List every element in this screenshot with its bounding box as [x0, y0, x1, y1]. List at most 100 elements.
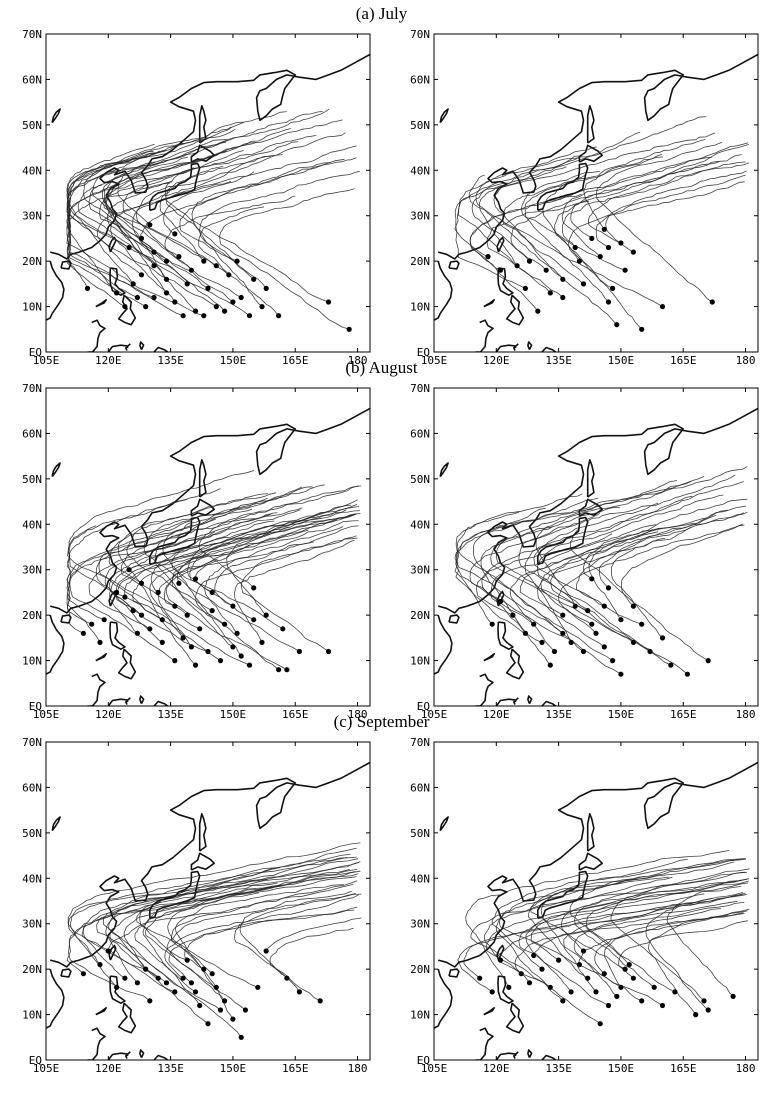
typhoon-track [107, 880, 358, 952]
typhoon-track [530, 878, 750, 961]
genesis-point [556, 957, 562, 963]
typhoon-track [165, 558, 288, 671]
genesis-point [589, 621, 595, 627]
typhoon-track [569, 527, 709, 661]
typhoon-track [143, 517, 300, 652]
genesis-point [246, 662, 253, 668]
genesis-point [580, 281, 587, 287]
coastline-10 [49, 614, 65, 668]
map-july-left: EQ 10N 20N 30N 40N 50N 60N 70N 105E 120E 135E 150E 1… [22, 28, 371, 367]
genesis-point [130, 281, 136, 287]
coastline-7 [505, 294, 525, 326]
genesis-point [263, 948, 269, 954]
lat-tick-label: 50N [22, 473, 42, 486]
lon-tick-label: 105E [33, 1062, 60, 1075]
typhoon-track [105, 869, 358, 984]
lat-tick-label: 20N [410, 609, 430, 622]
genesis-point [134, 294, 140, 301]
genesis-point [163, 980, 170, 986]
genesis-point [477, 975, 483, 981]
genesis-point [234, 258, 240, 264]
coastline-1 [537, 870, 589, 920]
coastline-10 [437, 968, 453, 1022]
lat-tick-label: 40N [22, 872, 42, 885]
lat-tick-label: 50N [410, 827, 430, 840]
lon-tick-label: 105E [33, 354, 60, 367]
coastline-15 [153, 1054, 169, 1060]
coastline-13 [125, 346, 129, 351]
genesis-point [201, 966, 207, 972]
coastline-2 [578, 852, 603, 871]
typhoon-track [189, 506, 360, 593]
map-frame [45, 33, 371, 353]
genesis-point [238, 1034, 244, 1040]
coastline-5 [60, 968, 72, 978]
genesis-point [580, 648, 587, 655]
genesis-point [114, 984, 120, 990]
typhoon-track [269, 927, 354, 979]
coastline-16 [51, 108, 61, 124]
genesis-point [188, 644, 194, 650]
genesis-point [159, 617, 165, 623]
lon-tick-label: 120E [95, 708, 122, 721]
genesis-point [122, 594, 128, 600]
typhoon-track [81, 857, 348, 984]
panel-september-right: EQ 10N 20N 30N 40N 50N 60N 70N 105E 120E 135E 150E 1… [388, 732, 763, 1075]
coastline-0 [49, 761, 370, 968]
genesis-point [630, 603, 636, 609]
lat-tick-label: 30N [410, 918, 430, 931]
genesis-point [684, 671, 690, 677]
genesis-point [147, 998, 153, 1004]
typhoon-track [117, 111, 323, 226]
genesis-point [325, 299, 332, 305]
typhoon-track [481, 481, 744, 602]
typhoon-track [542, 174, 642, 330]
coastline-6 [109, 975, 126, 1004]
genesis-point [259, 639, 265, 645]
genesis-point [576, 258, 582, 264]
coastline-9 [475, 673, 494, 706]
typhoon-track [535, 466, 748, 607]
coastline-14 [527, 341, 533, 351]
genesis-point [485, 254, 491, 260]
lat-tick-label: 50N [22, 119, 42, 132]
coastline-13 [513, 346, 517, 351]
genesis-point [630, 249, 636, 255]
genesis-point [535, 308, 541, 314]
genesis-point [126, 244, 132, 251]
lon-tick-label: 150E [608, 1062, 635, 1075]
typhoon-track [68, 508, 253, 661]
coastline-14 [527, 695, 533, 705]
lon-tick-label: 120E [95, 1062, 122, 1075]
coastline-0 [437, 53, 758, 260]
genesis-point [238, 294, 244, 301]
typhoon-track [164, 526, 344, 616]
genesis-point [585, 975, 591, 981]
typhoon-track [204, 541, 315, 634]
lat-tick-label: 70N [410, 28, 430, 41]
genesis-point [489, 621, 495, 627]
genesis-point [97, 639, 103, 645]
typhoon-track [163, 145, 357, 235]
typhoon-track [134, 871, 356, 993]
typhoon-track [122, 135, 317, 276]
coastline-0 [437, 407, 758, 614]
coastline-6 [497, 621, 514, 650]
typhoon-track [195, 520, 359, 579]
typhoon-track [66, 488, 221, 643]
typhoon-track [109, 520, 275, 616]
coastline-9 [87, 319, 106, 352]
genesis-point [547, 662, 553, 668]
lon-tick-label: 165E [670, 1062, 697, 1075]
lon-tick-label: 120E [95, 354, 122, 367]
genesis-point [531, 621, 537, 627]
lon-tick-label: 105E [421, 354, 448, 367]
typhoon-track [164, 195, 296, 298]
lat-tick-label: 70N [22, 28, 42, 41]
typhoon-track [478, 132, 716, 266]
lat-tick-label: 40N [410, 164, 430, 177]
lat-tick-label: EQ [417, 1054, 430, 1067]
typhoon-track [495, 875, 645, 1002]
genesis-point [522, 630, 528, 636]
typhoon-track [485, 882, 749, 1025]
